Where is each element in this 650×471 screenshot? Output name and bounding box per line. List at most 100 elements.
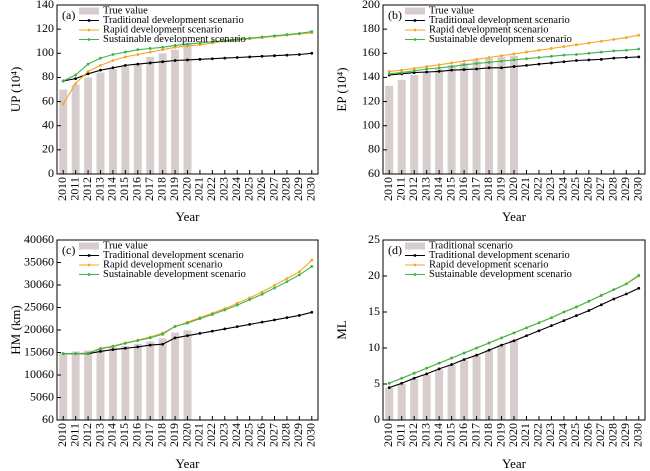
x-tick-label: 2021 <box>518 423 532 447</box>
line-point <box>587 309 591 312</box>
line-point <box>400 376 404 380</box>
legend-label: True value <box>429 5 474 16</box>
line-point <box>500 336 503 340</box>
x-tick-label: 2019 <box>167 423 181 447</box>
x-tick-label: 2012 <box>406 423 420 447</box>
line-point <box>637 273 641 277</box>
line-point <box>599 39 603 43</box>
line-point <box>123 346 127 350</box>
line-point <box>123 63 127 67</box>
line-point <box>425 65 429 68</box>
x-tick-label: 2010 <box>55 177 69 201</box>
line-point <box>462 351 466 355</box>
bar <box>435 68 444 174</box>
line-point <box>148 47 152 50</box>
line-point <box>136 48 140 52</box>
line-point <box>624 292 628 296</box>
y-tick-label: 25 <box>368 232 380 246</box>
x-tick-label: 2029 <box>291 423 305 447</box>
line-point <box>198 41 202 45</box>
legend-label: Traditional development scenario <box>103 15 244 26</box>
bar <box>510 55 518 175</box>
x-tick-label: 2030 <box>304 177 318 201</box>
line-point <box>500 59 503 63</box>
bar <box>84 77 93 174</box>
bar <box>497 56 506 174</box>
bar <box>96 72 105 174</box>
x-tick-label: 2018 <box>481 177 495 201</box>
x-axis-label: Year <box>176 456 201 471</box>
line-point <box>525 326 528 330</box>
line-point <box>223 39 227 43</box>
x-tick-label: 2026 <box>254 177 268 201</box>
line-point <box>123 341 127 345</box>
line-point <box>462 63 466 67</box>
line-point <box>86 351 90 355</box>
line-point <box>574 53 578 56</box>
line-point <box>412 376 416 380</box>
line-point <box>550 47 553 50</box>
line-point <box>310 310 314 314</box>
legend-label: Sustainable development scenario <box>103 34 246 45</box>
line-point <box>537 62 541 66</box>
x-tick-label: 2010 <box>381 423 395 447</box>
line-point <box>223 308 227 312</box>
line-point <box>400 71 404 74</box>
line-point <box>450 65 454 68</box>
line-point <box>450 61 454 65</box>
line-point <box>425 70 429 74</box>
x-tick-label: 2021 <box>192 177 206 201</box>
legend-label: Rapid development scenario <box>429 259 549 270</box>
line-point <box>198 317 202 320</box>
line-point <box>587 58 591 62</box>
x-tick-label: 2017 <box>142 423 156 447</box>
line-point <box>487 348 491 352</box>
y-tick-label: 20060 <box>24 322 54 336</box>
panel-label: (c) <box>62 243 75 257</box>
line-point <box>412 69 416 73</box>
line-point <box>450 68 454 72</box>
line-point <box>562 60 566 64</box>
line-point <box>437 69 441 73</box>
legend-label: Rapid development scenario <box>103 259 223 270</box>
bar <box>158 338 167 420</box>
x-tick-label: 2023 <box>543 177 557 201</box>
line-point <box>223 56 227 60</box>
line-point <box>210 313 214 316</box>
x-tick-label: 2023 <box>217 177 231 201</box>
x-tick-label: 2030 <box>631 177 645 201</box>
bar <box>410 378 419 420</box>
line-point <box>186 321 189 325</box>
line-point <box>148 336 152 340</box>
line-point <box>500 343 503 347</box>
x-tick-label: 2027 <box>266 177 280 201</box>
x-tick-label: 2022 <box>204 423 218 447</box>
x-tick-label: 2014 <box>105 177 119 201</box>
line-point <box>148 343 152 347</box>
x-tick-label: 2012 <box>80 423 94 447</box>
line-point <box>487 56 491 59</box>
line-point <box>400 381 404 385</box>
legend-label: Traditional scenario <box>429 240 513 251</box>
legend-marker <box>87 273 91 276</box>
y-axis-label: HM (km) <box>8 305 23 354</box>
x-tick-label: 2018 <box>154 423 168 447</box>
line-point <box>74 352 78 356</box>
bar <box>460 62 469 174</box>
legend-label: True value <box>103 5 148 16</box>
x-tick-label: 2029 <box>618 177 632 201</box>
x-tick-label: 2022 <box>531 177 545 201</box>
x-tick-label: 2011 <box>67 423 81 447</box>
line-point <box>624 56 628 59</box>
y-tick-label: 140 <box>362 69 380 83</box>
y-tick-label: 5 <box>374 376 380 390</box>
y-tick-label: 15 <box>368 304 380 318</box>
line-point <box>148 61 152 65</box>
line-point <box>99 347 102 351</box>
x-tick-label: 2017 <box>142 177 156 201</box>
x-tick-label: 2027 <box>593 423 607 447</box>
x-tick-label: 2026 <box>254 423 268 447</box>
line-point <box>562 319 566 323</box>
legend-marker <box>413 19 417 22</box>
